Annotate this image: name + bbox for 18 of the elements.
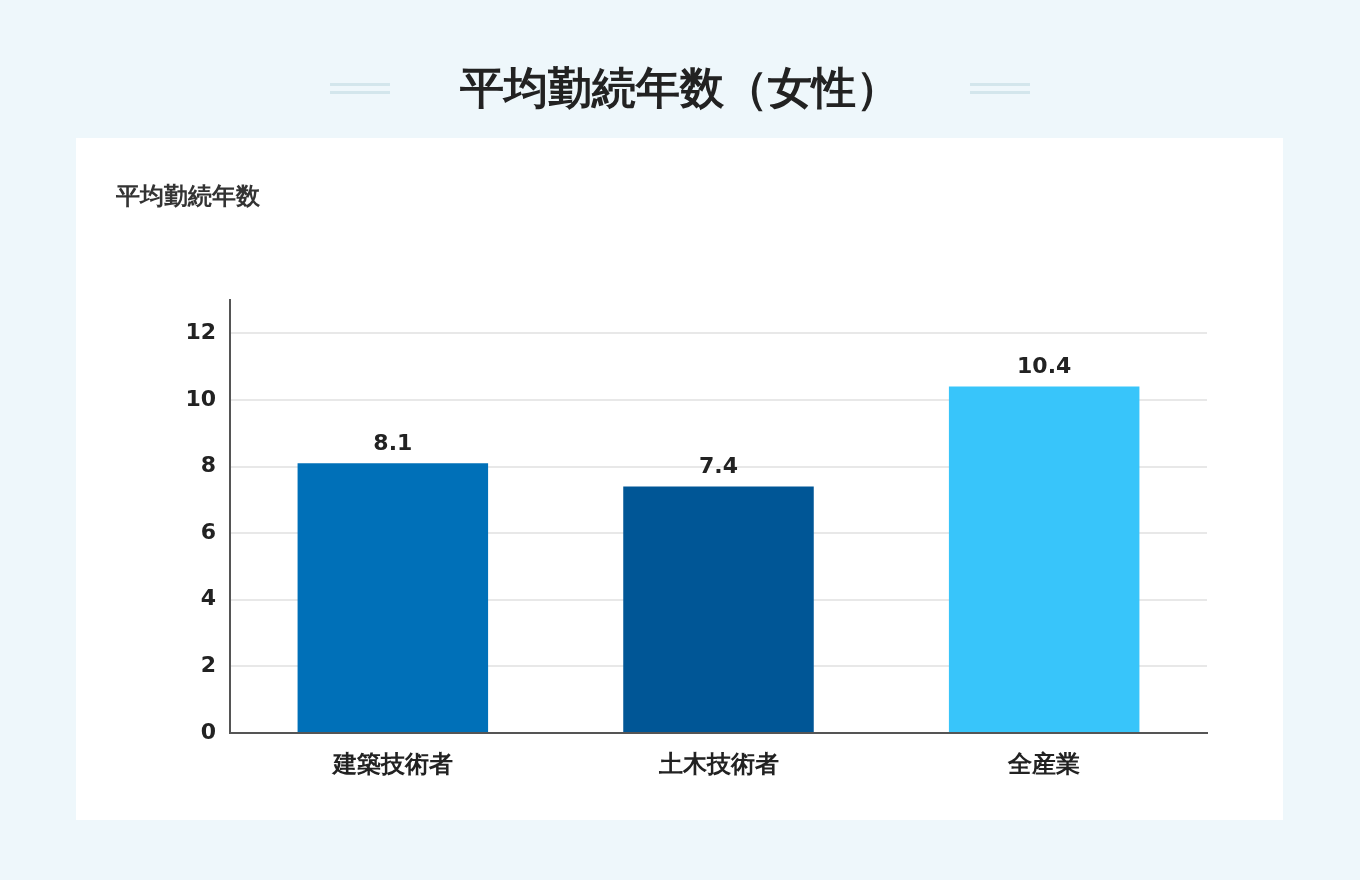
data-label: 7.4 <box>699 453 738 479</box>
y-tick-label: 12 <box>185 319 216 345</box>
x-tick-label: 建築技術者 <box>330 749 453 778</box>
data-label: 10.4 <box>1017 353 1072 379</box>
bar <box>297 463 489 732</box>
y-tick-label: 4 <box>200 585 216 611</box>
y-tick-label: 2 <box>200 652 216 678</box>
x-tick-label: 全産業 <box>1007 749 1081 778</box>
y-axis-title: 平均勤続年数 <box>116 181 260 212</box>
y-tick-label: 10 <box>185 385 216 411</box>
x-tick-label: 土木技術者 <box>657 749 779 778</box>
bar <box>948 386 1140 732</box>
bar <box>623 486 814 732</box>
chart-title: 平均勤続年数（女性） <box>460 61 900 115</box>
y-tick-label: 8 <box>200 452 216 478</box>
y-tick-label: 0 <box>200 718 216 744</box>
y-tick-label: 6 <box>200 518 216 544</box>
data-label: 8.1 <box>373 429 413 455</box>
